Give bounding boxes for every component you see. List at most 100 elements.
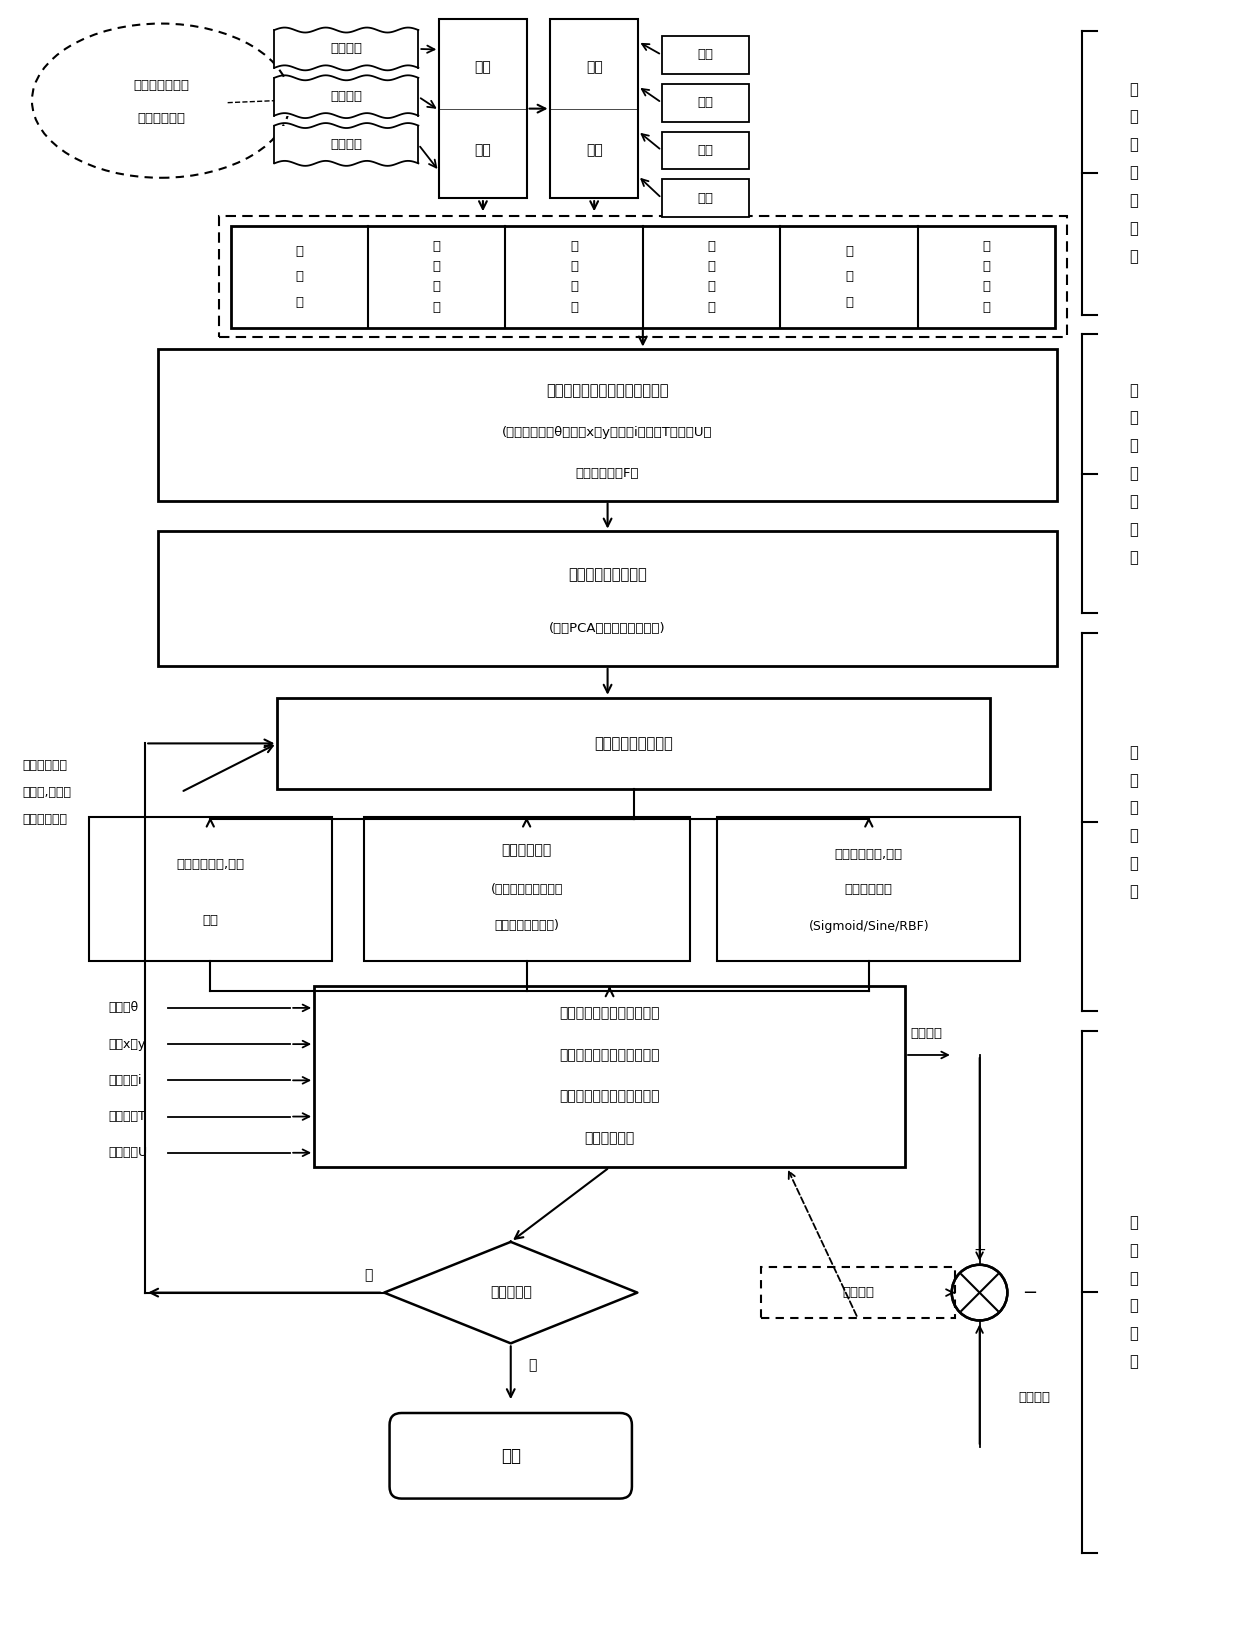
- Text: (输入：位置角θ、偏心x，y、电流i、转矩T和电压U；: (输入：位置角θ、偏心x，y、电流i、转矩T和电压U；: [502, 427, 713, 440]
- Text: 工作: 工作: [585, 61, 603, 74]
- Text: 位: 位: [295, 245, 304, 259]
- Text: 训: 训: [1130, 856, 1138, 871]
- Text: 是: 是: [528, 1359, 537, 1372]
- Text: 在: 在: [1130, 1271, 1138, 1286]
- Text: 采: 采: [1130, 438, 1138, 453]
- Text: 电: 电: [708, 240, 715, 254]
- Bar: [274, 30, 418, 68]
- Bar: [274, 125, 418, 163]
- Text: 励磁电流i: 励磁电流i: [108, 1074, 141, 1087]
- Bar: [363, 817, 689, 962]
- Bar: [718, 817, 1021, 962]
- Text: 样: 样: [1130, 382, 1138, 397]
- Text: 选取训练法则,编写: 选取训练法则,编写: [176, 858, 244, 871]
- Text: 型: 型: [1130, 1243, 1138, 1258]
- Text: 角: 角: [295, 296, 304, 308]
- Text: 向: 向: [433, 260, 440, 273]
- Text: 重新训练，改: 重新训练，改: [22, 759, 67, 772]
- Text: 转: 转: [708, 280, 715, 293]
- Text: 模式: 模式: [585, 143, 603, 156]
- Bar: [218, 216, 1066, 338]
- Bar: [551, 20, 637, 198]
- Text: 仿: 仿: [1130, 82, 1138, 97]
- Text: 电: 电: [570, 280, 578, 293]
- Text: 验: 验: [1130, 193, 1138, 208]
- Polygon shape: [384, 1242, 637, 1344]
- Text: 发电: 发电: [697, 143, 713, 156]
- Text: 电: 电: [982, 280, 991, 293]
- Text: 化隐层节点和参数): 化隐层节点和参数): [495, 919, 559, 932]
- Text: (基于PCA的特征提取与降维): (基于PCA的特征提取与降维): [549, 621, 666, 634]
- Text: 本: 本: [1130, 410, 1138, 425]
- Text: 模: 模: [1130, 1215, 1138, 1230]
- Text: 代码: 代码: [202, 914, 218, 927]
- Text: 计: 计: [1130, 249, 1138, 264]
- Bar: [231, 226, 1055, 328]
- Bar: [88, 817, 332, 962]
- Text: 力模型流程图: 力模型流程图: [138, 112, 185, 125]
- Bar: [439, 20, 527, 198]
- Text: (Sigmoid/Sine/RBF): (Sigmoid/Sine/RBF): [808, 921, 929, 934]
- Text: 模: 模: [1130, 744, 1138, 759]
- Text: 位置角θ: 位置角θ: [108, 1001, 139, 1015]
- Text: 工作电压U: 工作电压U: [108, 1146, 148, 1159]
- Text: 线: 线: [1130, 1298, 1138, 1314]
- Text: 选取激励函数,测试: 选取激励函数,测试: [835, 848, 903, 861]
- Bar: [761, 1267, 955, 1319]
- Text: 励: 励: [570, 240, 578, 254]
- Bar: [662, 132, 749, 170]
- Text: 悬浮: 悬浮: [697, 48, 713, 61]
- Text: 陀螺效应: 陀螺效应: [330, 138, 362, 152]
- Text: 偏心x，y: 偏心x，y: [108, 1038, 146, 1051]
- Text: 工况: 工况: [475, 143, 491, 156]
- Ellipse shape: [32, 23, 290, 178]
- Text: 径向偏心: 径向偏心: [330, 91, 362, 104]
- Text: 理: 理: [1130, 550, 1138, 565]
- Text: 线: 线: [1130, 828, 1138, 843]
- Text: 试: 试: [1130, 165, 1138, 180]
- Text: 确定极限学习机输入与输出变量: 确定极限学习机输入与输出变量: [547, 382, 668, 397]
- Text: 与: 与: [1130, 494, 1138, 509]
- Text: 模型训练完毕，搭建在线仿: 模型训练完毕，搭建在线仿: [559, 1006, 660, 1021]
- Text: 输出：悬浮力F）: 输出：悬浮力F）: [575, 466, 640, 479]
- Text: 压: 压: [982, 301, 991, 313]
- FancyBboxPatch shape: [389, 1413, 632, 1499]
- Text: 隐层节点数等: 隐层节点数等: [22, 812, 67, 825]
- Text: 处: 处: [1130, 522, 1138, 537]
- Text: 模型优化: 模型优化: [842, 1286, 874, 1299]
- Text: −: −: [1022, 1283, 1038, 1301]
- Text: 验证模型精度: 验证模型精度: [584, 1131, 635, 1145]
- Text: (引入差分进化算法优: (引入差分进化算法优: [491, 883, 563, 896]
- Text: 电动: 电动: [697, 96, 713, 109]
- Text: 完成: 完成: [501, 1446, 521, 1464]
- Text: 极限学习机悬浮: 极限学习机悬浮: [133, 79, 190, 92]
- Text: 满足精度？: 满足精度？: [490, 1286, 532, 1299]
- Text: 力: 力: [844, 296, 853, 308]
- Bar: [274, 77, 418, 115]
- Text: 径: 径: [433, 240, 440, 254]
- Text: 磁: 磁: [708, 260, 715, 273]
- Text: 浮: 浮: [844, 270, 853, 283]
- Text: 实际输出: 实际输出: [1018, 1390, 1050, 1403]
- Text: 与: 与: [1130, 137, 1138, 153]
- Polygon shape: [952, 1265, 1007, 1321]
- Text: 训练极限学习机模型: 训练极限学习机模型: [594, 736, 673, 751]
- Text: 练: 练: [1130, 884, 1138, 899]
- Text: 真与试验平台，设定和实际: 真与试验平台，设定和实际: [559, 1047, 660, 1062]
- Text: 真: 真: [1130, 110, 1138, 125]
- Text: 运行: 运行: [475, 61, 491, 74]
- Text: 置: 置: [295, 270, 304, 283]
- Text: 相同运行工况和运行模式，: 相同运行工况和运行模式，: [559, 1090, 660, 1103]
- Bar: [662, 84, 749, 122]
- Text: 型: 型: [1130, 772, 1138, 787]
- Text: 偏: 偏: [433, 280, 440, 293]
- Bar: [159, 532, 1056, 665]
- Text: 发: 发: [982, 240, 991, 254]
- Bar: [159, 349, 1056, 501]
- Text: 优: 优: [1130, 1326, 1138, 1341]
- Text: 磁: 磁: [570, 260, 578, 273]
- Text: 矩: 矩: [708, 301, 715, 313]
- Text: 设: 设: [1130, 221, 1138, 236]
- Text: 磁路饱和: 磁路饱和: [330, 43, 362, 56]
- Bar: [662, 36, 749, 74]
